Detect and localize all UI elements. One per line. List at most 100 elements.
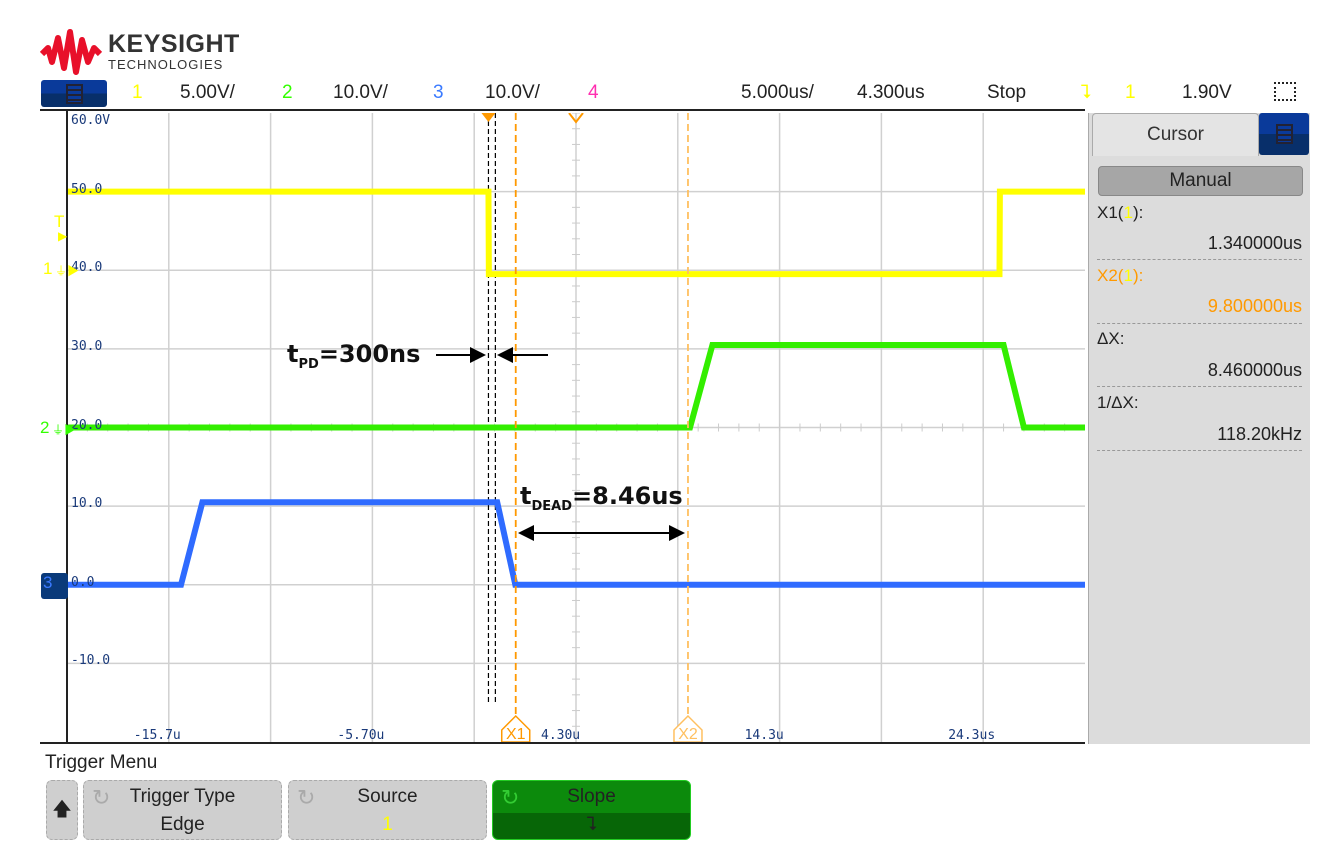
ch2-ground-icon: ⏚▶ [52,423,77,437]
y-tick-label: 50.0 [71,181,103,197]
ch3-ground-marker[interactable]: 3 [41,573,68,599]
tpd-annotation: tPD=300ns [287,340,420,372]
cursor-panel: Cursor Manual X1(1): 1.340000us X2(1): 9… [1088,113,1310,744]
x2-value[interactable]: 9.800000us [1207,296,1302,316]
tdead-annotation: tDEAD=8.46us [520,482,683,514]
x1-label-close: ): [1132,203,1144,222]
x-tick-label: 24.3us [948,728,996,743]
timebase[interactable]: 5.000us/ [741,82,814,103]
slope-softkey[interactable]: ↻ Slope ⮧ [492,780,691,840]
ch2-ground-marker[interactable]: 2 [40,418,50,437]
panel-menu-button[interactable] [1259,113,1309,155]
channel-2-trace [67,341,1085,431]
ch1-scale[interactable]: 5.00V/ [180,82,235,103]
ch2-number[interactable]: 2 [282,82,293,103]
x2-label-text: X2( [1097,266,1124,285]
x2-label-close: ): [1132,266,1144,285]
delta-x-value: 8.460000us [1207,360,1302,380]
ch4-number[interactable]: 4 [588,82,599,103]
x-tick-label: 14.3u [744,728,784,743]
y-tick-label: 20.0 [71,417,103,433]
time-delay[interactable]: 4.300us [857,82,925,103]
keysight-wave-icon [39,29,103,75]
x1-value[interactable]: 1.340000us [1207,233,1302,253]
cursor-mode-button[interactable]: Manual [1098,166,1303,196]
main-menu-button[interactable] [41,80,107,107]
trigger-source[interactable]: 1 [1125,82,1136,103]
ch1-number[interactable]: 1 [132,82,143,103]
y-tick-label: 60.0V [71,113,111,128]
separator [1097,323,1302,324]
softkey-label: Slope [567,786,616,807]
back-button[interactable]: 🡅 [46,780,78,840]
run-state[interactable]: Stop [987,82,1027,103]
ch1-ground-icon: ⏚▶ [55,264,80,278]
separator [1097,259,1302,260]
annotation-subscript: PD [298,356,319,372]
trigger-arrow-icon: ▶ [58,229,68,243]
falling-edge-icon: ⮧ [1080,82,1092,103]
softkey-value: 1 [382,814,393,835]
x1-label: X1(1): [1097,203,1143,223]
menu-icon [65,83,83,104]
x-tick-label: -5.70u [337,728,385,743]
cursor-tab[interactable]: Cursor [1092,113,1259,156]
ch3-number[interactable]: 3 [433,82,444,103]
softkey-value: Edge [160,814,205,835]
cursor-x2-label: X2 [678,726,698,742]
up-arrow-icon: 🡅 [52,799,72,820]
x1-label-text: X1( [1097,203,1124,222]
keysight-logo: KEYSIGHT TECHNOLOGIES [39,28,250,76]
cursor-tab-title: Cursor [1146,124,1204,145]
divider [40,742,1085,744]
source-softkey[interactable]: ↻ Source 1 [288,780,487,840]
logo-subtitle: TECHNOLOGIES [108,57,224,72]
y-tick-label: 10.0 [71,496,103,512]
y-tick-label: -10.0 [71,653,111,669]
softkey-label: Source [357,786,418,807]
y-tick-label: 30.0 [71,338,103,354]
separator [1097,450,1302,451]
divider [40,109,1085,111]
x2-source: 1 [1123,266,1133,285]
logo-brand: KEYSIGHT [108,30,240,58]
menu-icon [1275,124,1293,144]
annotation-t: t [520,482,532,510]
channel-3-trace [67,499,1085,588]
x-tick-label: 4.30u [541,728,581,743]
x1-source: 1 [1123,203,1133,222]
ch1-ground-marker[interactable]: 1 [43,259,53,278]
softkey-label: Trigger Type [129,786,236,807]
y-tick-label: 0.0 [71,574,95,590]
rotate-knob-icon: ↻ [501,785,520,810]
annotation-value: =8.46us [572,482,683,510]
inverse-delta-x-value: 118.20kHz [1217,424,1302,444]
plot-left-border [66,110,68,743]
cursor-x1-label: X1 [506,726,526,742]
inverse-delta-x-label: 1/ΔX: [1097,393,1139,412]
channel-1-trace [67,188,1085,278]
x-tick-label: -15.7u [133,728,181,743]
trigger-level[interactable]: 1.90V [1182,82,1232,103]
x2-label: X2(1): [1097,266,1143,286]
cursor-x1-handle [500,714,531,742]
waveform-display[interactable]: X1 X2 [67,113,1085,742]
delay-reference-icon [568,113,584,124]
annotation-subscript: DEAD [531,498,573,514]
annotation-value: =300ns [318,340,421,368]
cursor-x2-handle [673,714,703,742]
trigger-type-softkey[interactable]: ↻ Trigger Type Edge [83,780,282,840]
separator [1097,386,1302,387]
annotation-t: t [287,340,299,368]
ch2-scale[interactable]: 10.0V/ [333,82,388,103]
delta-x-label: ΔX: [1097,329,1125,348]
zoom-select-icon[interactable] [1274,82,1296,101]
trigger-level-marker[interactable]: T [54,212,65,231]
ch3-scale[interactable]: 10.0V/ [485,82,540,103]
y-tick-label: 40.0 [71,260,103,276]
trigger-menu-title: Trigger Menu [45,752,158,773]
rotate-knob-icon: ↻ [297,785,316,810]
trigger-position-icon [481,113,496,122]
rotate-knob-icon: ↻ [92,785,111,810]
softkey-value: ⮧ [585,814,598,835]
